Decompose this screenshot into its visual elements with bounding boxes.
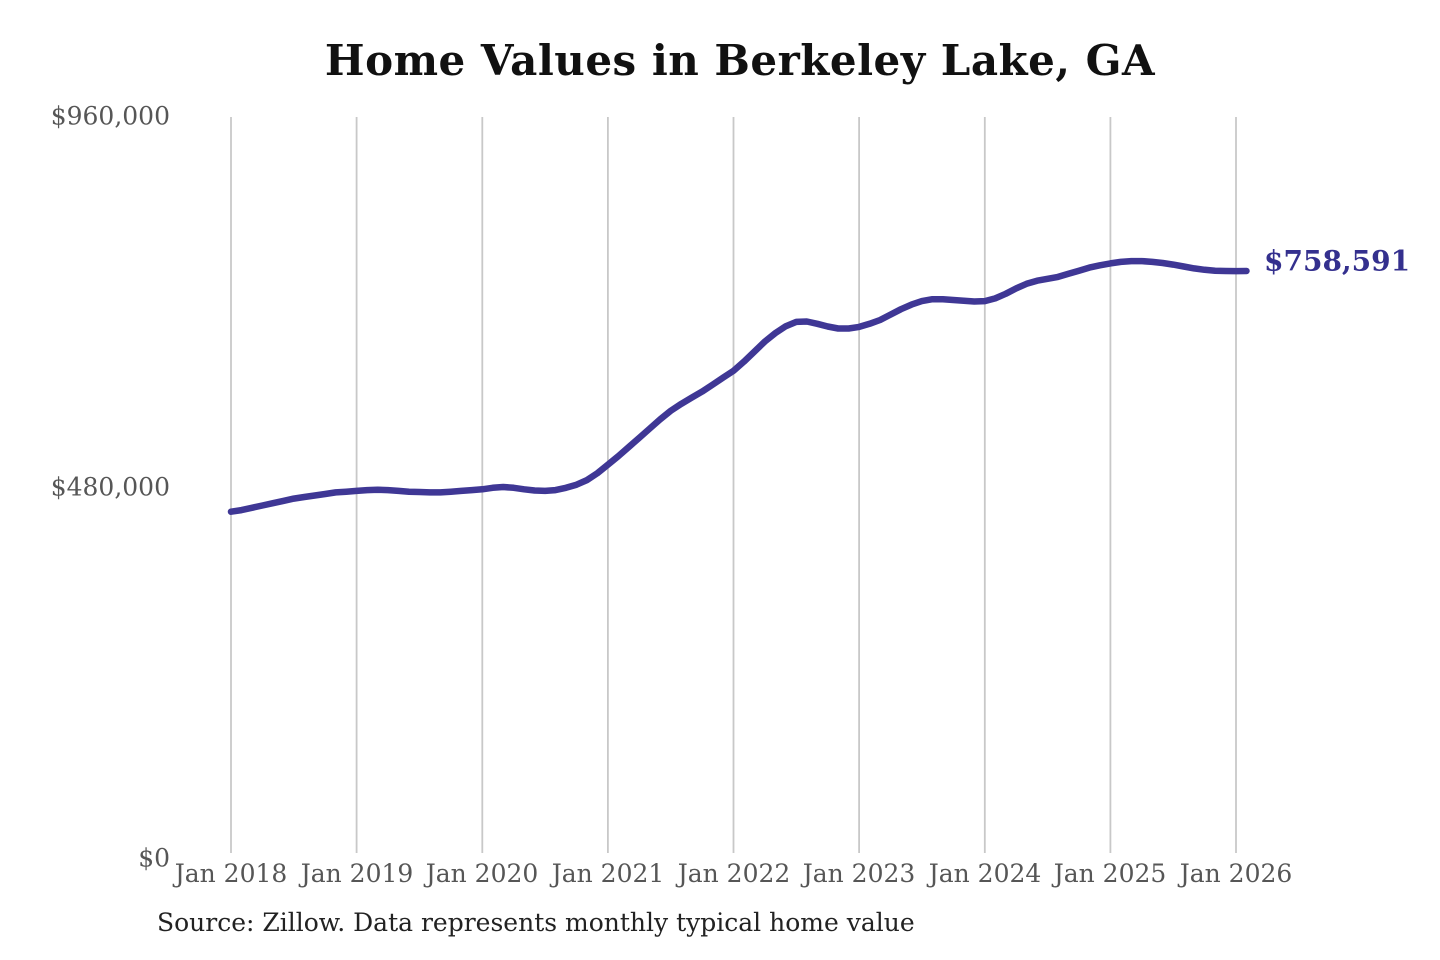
x-axis-tick-label: Jan 2022 [677,859,791,888]
x-axis-tick-label: Jan 2025 [1053,859,1167,888]
x-axis-tick-label: Jan 2023 [802,859,916,888]
x-axis-tick-label: Jan 2021 [551,859,665,888]
end-value-label: $758,591 [1264,244,1411,278]
y-axis-tick-label: $0 [138,843,170,873]
x-axis-tick-label: Jan 2026 [1179,859,1293,888]
x-axis-tick-label: Jan 2019 [300,859,414,888]
x-axis-tick-label: Jan 2018 [174,859,288,888]
chart-title: Home Values in Berkeley Lake, GA [324,36,1156,85]
source-note: Source: Zillow. Data represents monthly … [157,908,915,937]
value-line [227,257,1250,515]
x-axis-tick-label: Jan 2024 [928,859,1042,888]
y-axis-tick-label: $480,000 [50,472,170,502]
y-axis-tick-label: $960,000 [50,101,170,131]
x-axis-tick-label: Jan 2020 [425,859,539,888]
gridlines [230,117,1237,853]
